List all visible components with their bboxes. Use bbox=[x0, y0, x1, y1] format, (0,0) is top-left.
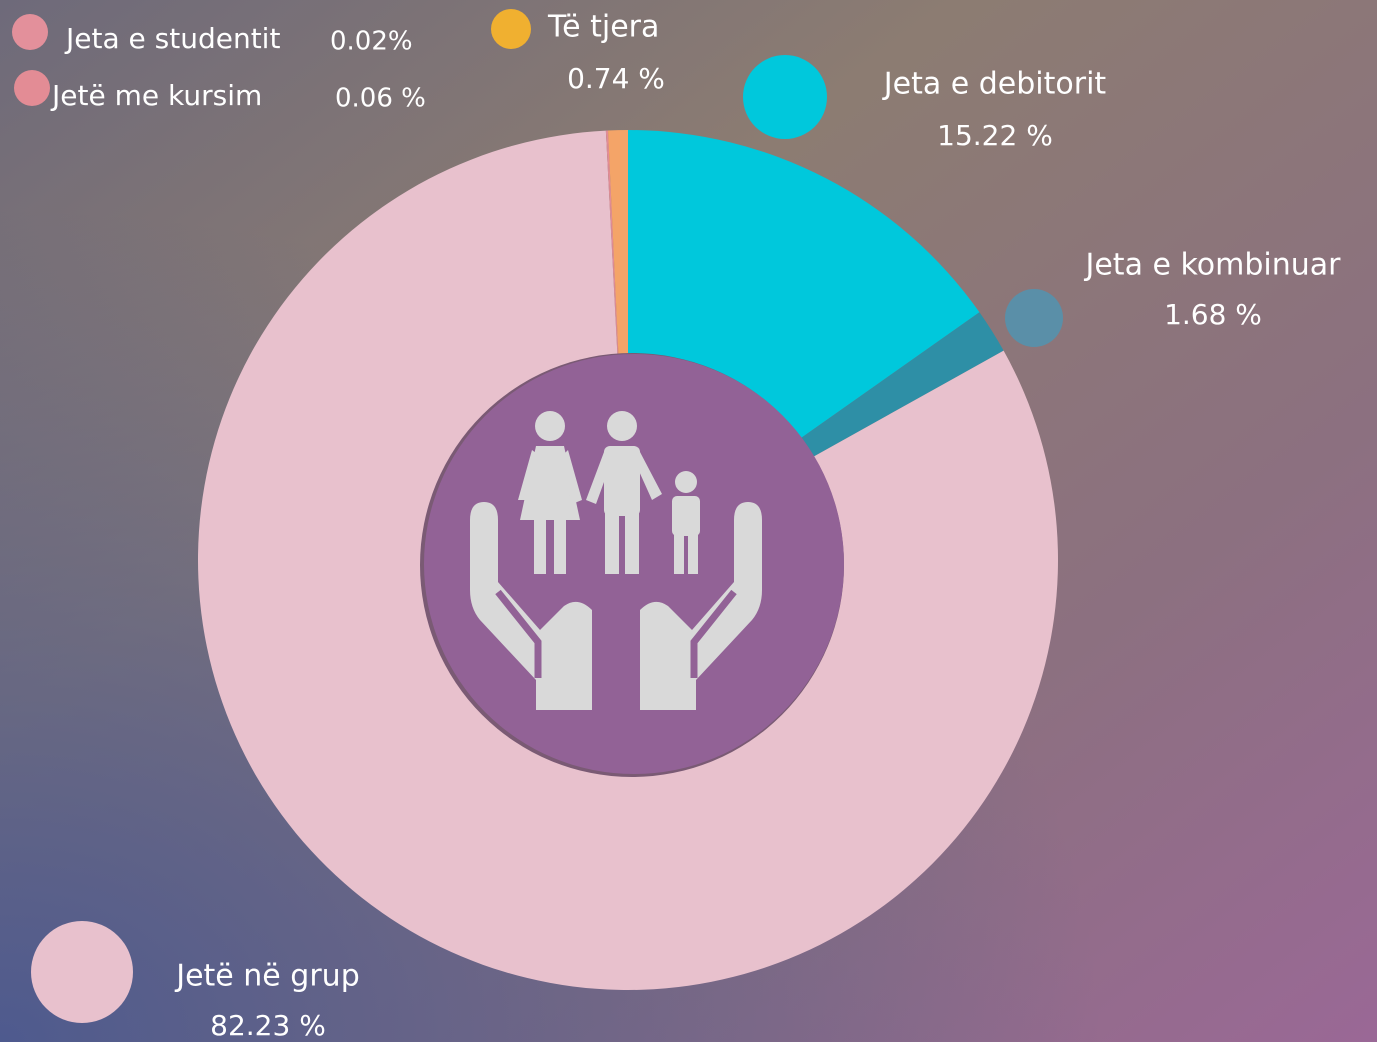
legend-label: Jetë në grup bbox=[174, 959, 360, 994]
legend-label: Jeta e studentit bbox=[64, 22, 280, 55]
value-label: 15.22 % bbox=[937, 119, 1053, 152]
legend-marker bbox=[491, 9, 531, 49]
legend-marker bbox=[14, 70, 50, 106]
value-label: 0.02% bbox=[330, 27, 413, 57]
legend-label: Jeta e kombinuar bbox=[1084, 248, 1342, 283]
legend-marker bbox=[1005, 289, 1063, 347]
legend-label: Jeta e debitorit bbox=[882, 67, 1107, 102]
value-label: 1.68 % bbox=[1164, 298, 1262, 331]
value-label: 0.06 % bbox=[335, 84, 426, 114]
legend: Jeta e studentit 0.02% Jetë me kursim 0.06 … bbox=[12, 9, 1341, 1042]
legend-marker bbox=[12, 14, 48, 50]
legend-label: Jetë me kursim bbox=[50, 79, 262, 112]
legend-marker bbox=[31, 921, 133, 1023]
legend-label: Të tjera bbox=[547, 10, 659, 45]
legend-marker bbox=[743, 55, 827, 139]
value-label: 0.74 % bbox=[567, 62, 665, 95]
value-label: 82.23 % bbox=[210, 1009, 326, 1042]
hand-lines bbox=[495, 589, 737, 678]
family-icon bbox=[470, 411, 762, 710]
